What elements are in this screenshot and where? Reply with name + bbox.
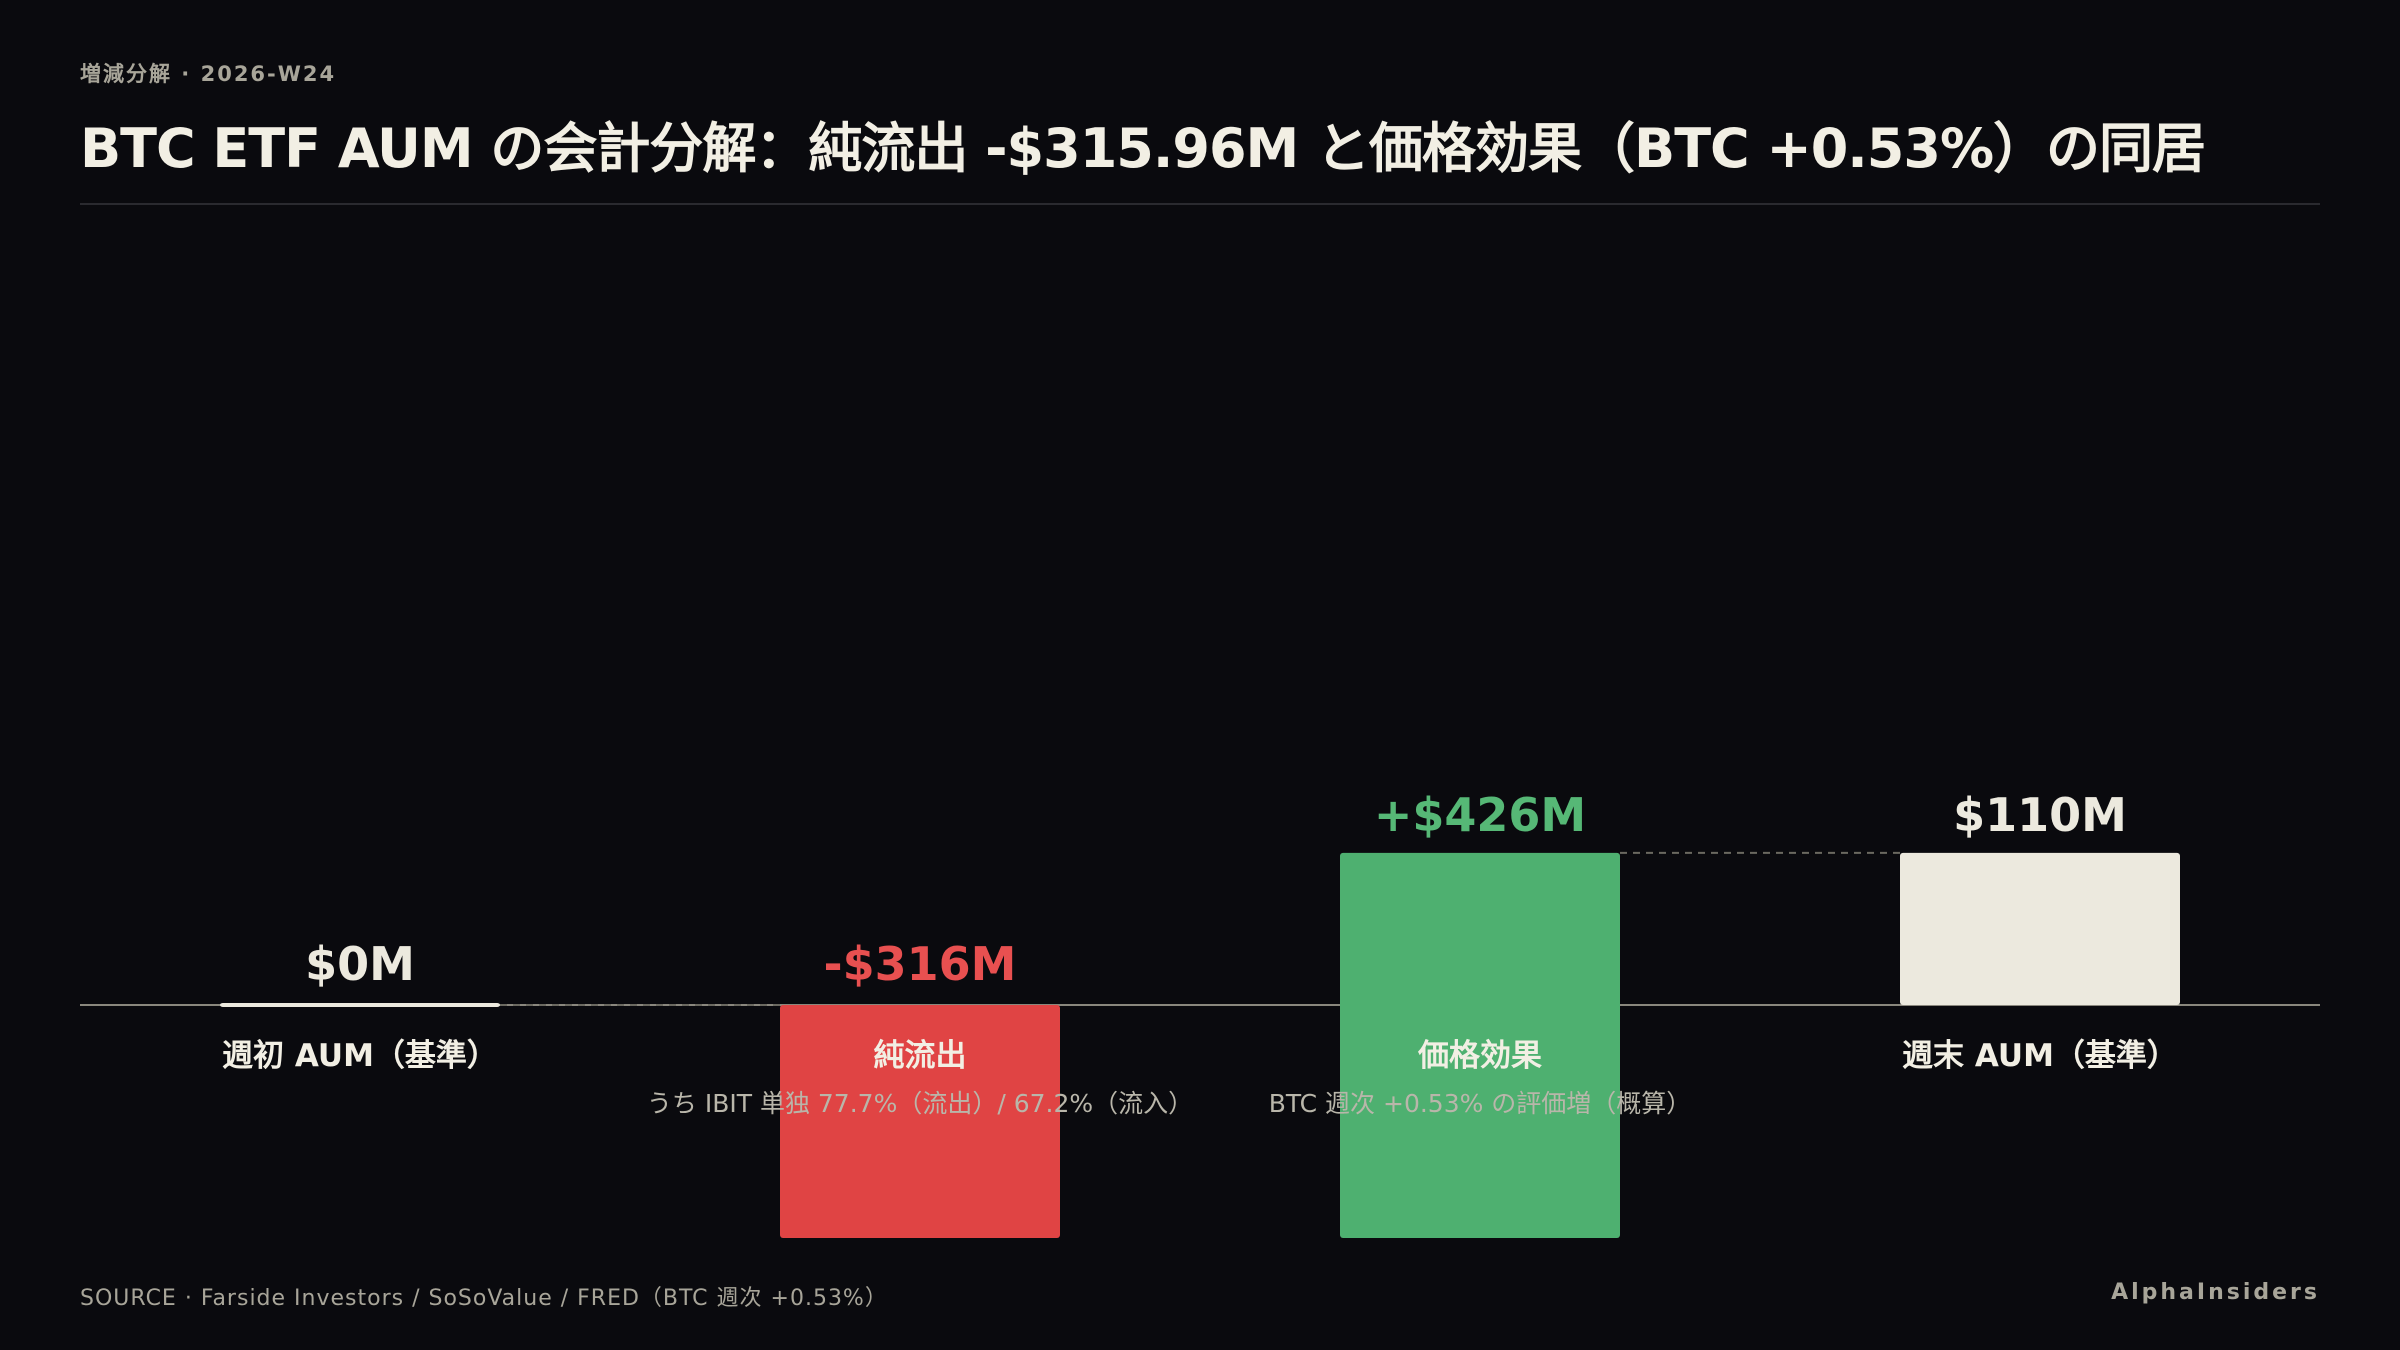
category-label: 週末 AUM（基準） bbox=[1902, 1038, 2178, 1074]
source-note: SOURCE · Farside Investors / SoSoValue /… bbox=[80, 1286, 888, 1311]
bar-3 bbox=[1340, 852, 1620, 1238]
category-label: 純流出 bbox=[874, 1038, 967, 1074]
bar-1 bbox=[220, 1003, 500, 1007]
bar-4 bbox=[1900, 852, 2180, 1005]
value-label: +$426M bbox=[1374, 788, 1586, 842]
bar-2 bbox=[780, 1005, 1060, 1238]
value-label: -$316M bbox=[824, 937, 1017, 991]
value-label: $110M bbox=[1953, 788, 2127, 842]
kicker: 増減分解 · 2026-W24 bbox=[80, 62, 337, 86]
category-label: 週初 AUM（基準） bbox=[222, 1038, 498, 1074]
category-sublabel: BTC 週次 +0.53% の評価増（概算） bbox=[1269, 1089, 1692, 1118]
value-label: $0M bbox=[305, 937, 415, 991]
category-sublabel: うち IBIT 単独 77.7%（流出）/ 67.2%（流入） bbox=[647, 1089, 1193, 1118]
title-divider bbox=[80, 203, 2320, 205]
chart-title: BTC ETF AUM の会計分解：純流出 -$315.96M と価格効果（BT… bbox=[80, 117, 2206, 180]
brand-logo: AlphaInsiders bbox=[2111, 1280, 2320, 1305]
category-label: 価格効果 bbox=[1417, 1038, 1542, 1074]
